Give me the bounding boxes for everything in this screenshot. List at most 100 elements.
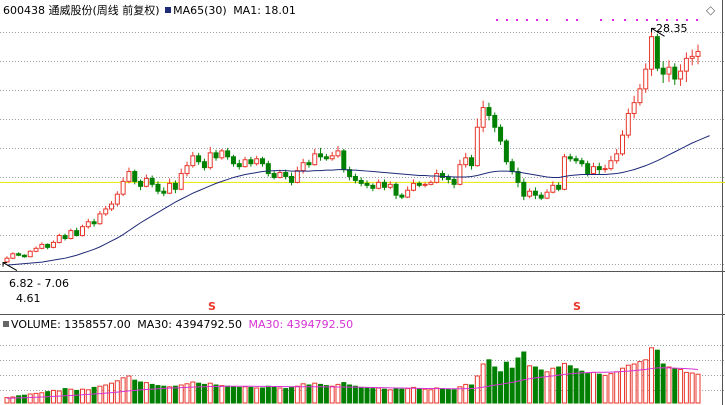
- candle-body: [532, 190, 538, 196]
- candle-body: [161, 190, 167, 194]
- corner-diamond-icon[interactable]: ◇: [706, 3, 716, 17]
- candle-body: [469, 157, 475, 167]
- volume-bar: [376, 387, 382, 404]
- signal-dot: [612, 19, 614, 21]
- volume-bar: [550, 367, 556, 404]
- candle-body: [68, 230, 74, 239]
- signal-dot: [546, 19, 548, 21]
- volume-bar: [416, 388, 422, 404]
- ma-color-swatch: [165, 7, 172, 13]
- volume-bar: [509, 367, 515, 404]
- candle-body: [294, 170, 300, 183]
- volume-bar: [132, 379, 138, 404]
- candle-body: [509, 161, 515, 173]
- signal-dot: [686, 19, 688, 21]
- candle-body: [579, 160, 585, 165]
- candle-body: [143, 177, 149, 187]
- volume-bar: [405, 388, 411, 404]
- candle-body: [79, 226, 85, 237]
- volume-label: VOLUME:: [11, 318, 61, 331]
- volume-bar: [486, 359, 492, 404]
- volume-bars: [4, 347, 701, 404]
- candle-body: [370, 184, 376, 189]
- candle-body: [50, 241, 56, 248]
- candle-body: [225, 150, 231, 158]
- volume-ma-line: [6, 367, 699, 399]
- candle-body: [410, 182, 416, 191]
- volume-bar: [422, 388, 428, 404]
- volume-bar: [631, 363, 637, 404]
- candles: [4, 28, 701, 263]
- stock-code: 600438: [3, 4, 45, 17]
- volume-bar: [527, 365, 533, 404]
- volume-bar: [143, 382, 149, 404]
- event-marker-s[interactable]: S: [573, 300, 581, 313]
- volume-bar: [393, 387, 399, 404]
- candle-body: [329, 155, 335, 160]
- volume-bar: [242, 386, 248, 404]
- volume-bar: [126, 375, 132, 404]
- volume-bar: [352, 385, 358, 404]
- volume-bar: [39, 392, 45, 404]
- volume-bar: [579, 370, 585, 404]
- candle-body: [387, 183, 393, 188]
- candle-body: [242, 159, 248, 168]
- candle-body: [678, 70, 684, 80]
- volume-bar: [167, 386, 173, 404]
- candle-body: [283, 172, 289, 177]
- candle-body: [254, 158, 260, 165]
- markers: [2, 19, 698, 272]
- candle-body: [550, 184, 556, 193]
- signal-dot: [624, 19, 626, 21]
- candle-body: [666, 66, 672, 75]
- candle-body: [492, 114, 498, 128]
- volume-bar: [596, 373, 602, 404]
- volume-bar: [4, 397, 10, 404]
- volume-bar: [585, 373, 591, 404]
- volume-bar: [306, 384, 312, 404]
- candle-body: [230, 156, 236, 165]
- volume-value: 1358557.00: [64, 318, 131, 331]
- candle-body: [608, 160, 614, 170]
- volume-bar: [457, 386, 463, 404]
- volume-bar: [428, 389, 434, 404]
- candle-body: [4, 257, 10, 263]
- volume-bar: [27, 393, 33, 404]
- volume-color-swatch: [3, 321, 9, 327]
- volume-header: VOLUME: 1358557.00 MA30: 4394792.50 MA30…: [3, 318, 353, 332]
- volume-bar: [85, 389, 91, 404]
- event-marker-s[interactable]: S: [208, 300, 216, 313]
- volume-bar: [56, 390, 62, 404]
- volume-bar: [161, 385, 167, 404]
- candle-body: [236, 163, 242, 168]
- low-price-label: 4.61: [16, 292, 41, 305]
- volume-bar: [469, 384, 475, 404]
- volume-bar: [300, 383, 306, 404]
- candle-body: [620, 134, 626, 155]
- volume-bar: [97, 385, 103, 404]
- candle-body: [335, 150, 341, 157]
- volume-bar: [236, 386, 242, 404]
- candle-body: [219, 150, 225, 159]
- candle-body: [16, 253, 22, 256]
- candle-body: [660, 67, 666, 75]
- volume-bar: [451, 389, 457, 404]
- low-pointer: [2, 262, 18, 272]
- volume-bar: [335, 383, 341, 404]
- candle-body: [422, 183, 428, 186]
- high-pointer: [651, 27, 665, 37]
- candle-body: [114, 193, 120, 205]
- candle-body: [625, 112, 631, 136]
- volume-bar: [341, 382, 347, 404]
- volume-bar: [399, 388, 405, 404]
- candle-body: [10, 253, 16, 259]
- candle-body: [39, 243, 45, 249]
- candle-body: [178, 173, 184, 190]
- volume-bar: [538, 369, 544, 404]
- candle-body: [561, 156, 567, 190]
- candle-body: [614, 153, 620, 162]
- volume-bar: [196, 382, 202, 404]
- candle-body: [643, 68, 649, 90]
